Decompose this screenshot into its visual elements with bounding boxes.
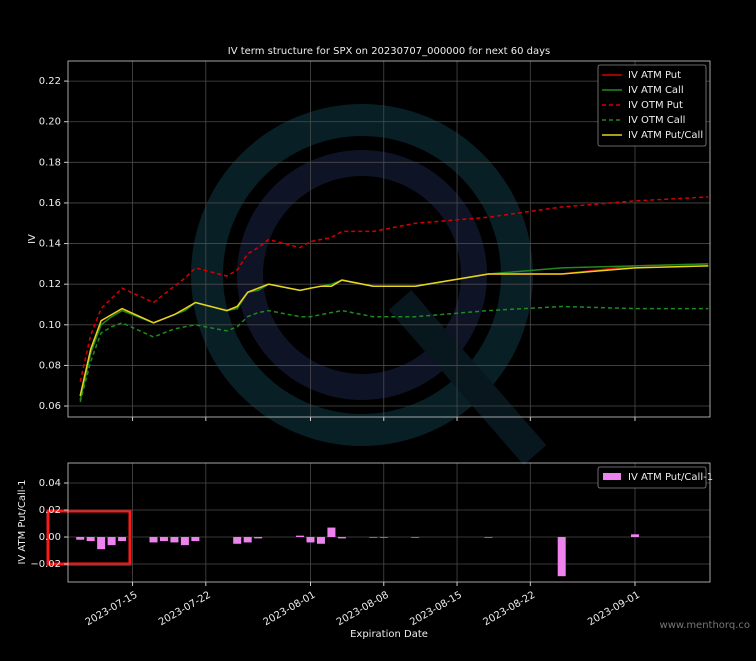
y-tick-label: 0.12 bbox=[39, 279, 61, 290]
y-tick-label: 0.18 bbox=[39, 157, 61, 168]
y-axis-label: IV ATM Put/Call-1 bbox=[17, 479, 28, 564]
y-axis-label: IV bbox=[27, 234, 38, 244]
bar bbox=[254, 537, 263, 539]
bar bbox=[233, 537, 242, 544]
legend-label: IV OTM Call bbox=[628, 115, 685, 126]
legend-label: IV ATM Put/Call-1 bbox=[628, 472, 713, 483]
bar bbox=[306, 537, 315, 543]
y-tick-label: 0.04 bbox=[39, 478, 61, 489]
y-tick-label: 0.14 bbox=[39, 239, 61, 250]
bar bbox=[369, 537, 378, 538]
legend-label: IV ATM Put/Call bbox=[628, 130, 703, 141]
legend-label: IV OTM Put bbox=[628, 100, 683, 111]
chart-title: IV term structure for SPX on 20230707_00… bbox=[228, 46, 550, 57]
bar bbox=[484, 537, 493, 538]
bar bbox=[107, 537, 116, 546]
legend: IV ATM Put/Call-1 bbox=[597, 466, 713, 489]
y-tick-label: 0.20 bbox=[39, 117, 61, 128]
legend-label: IV ATM Put bbox=[628, 70, 681, 81]
bar bbox=[243, 537, 252, 543]
bar bbox=[630, 534, 639, 538]
legend-swatch bbox=[603, 473, 621, 480]
bar bbox=[411, 537, 420, 538]
bar bbox=[557, 537, 566, 577]
legend-box bbox=[597, 64, 707, 147]
bar bbox=[191, 537, 200, 542]
bar bbox=[170, 537, 179, 543]
bar bbox=[180, 537, 189, 546]
bar bbox=[316, 537, 325, 544]
logo-watermark bbox=[191, 104, 547, 465]
bar bbox=[159, 537, 168, 542]
y-tick-label: 0.00 bbox=[39, 532, 61, 543]
y-tick-label: 0.02 bbox=[39, 505, 61, 516]
legend: IV ATM Put IV ATM Call IV OTM Put IV OTM Ca… bbox=[597, 64, 707, 147]
series-line bbox=[79, 265, 709, 397]
series-line bbox=[79, 305, 709, 403]
bar bbox=[327, 527, 336, 538]
bar bbox=[118, 537, 127, 542]
plot-frame bbox=[67, 60, 711, 418]
legend-label: IV ATM Call bbox=[628, 85, 684, 96]
bar bbox=[337, 537, 346, 539]
bar bbox=[97, 537, 106, 550]
watermark: www.menthorq.co bbox=[660, 620, 750, 631]
bar bbox=[76, 537, 85, 540]
y-tick-label: −0.02 bbox=[30, 559, 61, 570]
y-tick-label: 0.10 bbox=[39, 320, 61, 331]
bar bbox=[86, 537, 95, 542]
y-tick-label: 0.22 bbox=[39, 76, 61, 87]
y-tick-label: 0.06 bbox=[39, 401, 61, 412]
bar bbox=[296, 535, 305, 538]
legend-box bbox=[597, 466, 707, 489]
bar bbox=[379, 537, 388, 538]
bar bbox=[149, 537, 158, 543]
y-tick-label: 0.16 bbox=[39, 198, 61, 209]
y-tick-label: 0.08 bbox=[39, 360, 61, 371]
x-axis-label: Expiration Date bbox=[350, 629, 428, 640]
plot-frame bbox=[67, 462, 711, 583]
